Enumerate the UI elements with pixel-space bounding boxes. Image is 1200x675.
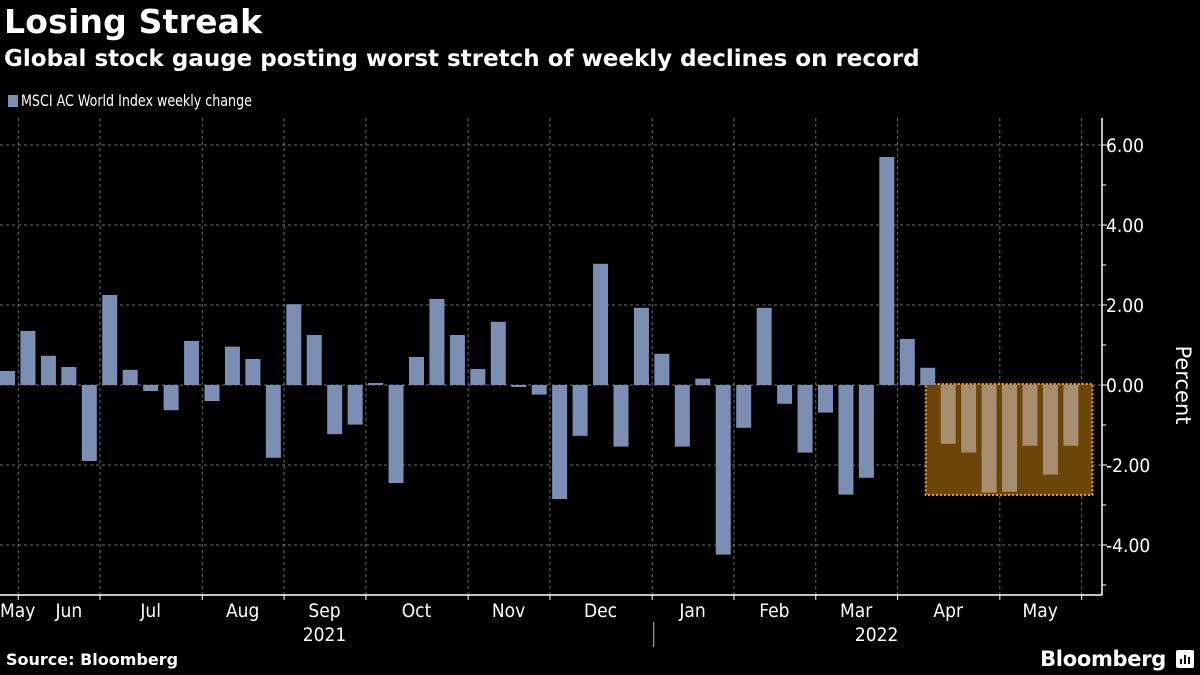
bars — [0, 157, 1079, 555]
bar — [286, 304, 302, 385]
bar — [204, 385, 220, 401]
bar — [143, 385, 159, 391]
grid — [0, 118, 1102, 595]
bar — [245, 359, 261, 385]
bar — [122, 369, 138, 385]
bar — [593, 263, 609, 385]
bar — [920, 367, 936, 385]
bar — [409, 357, 424, 385]
x-tick-label: Oct — [402, 600, 432, 622]
legend-label: MSCI AC World Index weekly change — [21, 91, 252, 110]
bar — [490, 321, 506, 385]
bar — [265, 385, 281, 458]
x-tick-label: Nov — [492, 600, 525, 622]
bar — [531, 385, 547, 395]
bar — [899, 339, 915, 385]
bar — [81, 385, 97, 461]
y-tick-label: 0.00 — [1106, 375, 1144, 397]
bar — [1022, 385, 1038, 446]
year-label: 2022 — [855, 624, 899, 646]
x-tick-label: Sep — [308, 600, 340, 622]
x-tick-label: Jul — [139, 600, 161, 622]
bloomberg-chart-icon — [1176, 650, 1194, 668]
bar — [838, 385, 854, 495]
bar — [552, 385, 568, 499]
bar — [654, 353, 670, 385]
x-tick-label: May — [0, 600, 35, 622]
x-tick-label: Mar — [840, 600, 873, 622]
bar — [163, 385, 179, 411]
bar — [695, 378, 711, 385]
bar — [1063, 385, 1079, 446]
bar — [470, 369, 486, 385]
legend-swatch — [8, 95, 18, 107]
legend: MSCI AC World Index weekly change — [8, 90, 283, 112]
year-label: 2021 — [303, 624, 347, 646]
y-tick-label: 4.00 — [1106, 215, 1144, 237]
bar — [777, 385, 793, 404]
bar — [572, 385, 588, 436]
bar — [0, 371, 15, 385]
bloomberg-logo: Bloomberg — [1040, 647, 1166, 671]
y-tick-label: -4.00 — [1106, 535, 1150, 557]
bar — [981, 385, 997, 493]
bar — [224, 346, 240, 385]
x-tick-label: Aug — [226, 600, 259, 622]
bar — [102, 295, 118, 385]
y-axis-title: Percent — [1171, 345, 1195, 424]
bar — [20, 331, 36, 385]
bar — [368, 383, 384, 385]
bar — [184, 341, 200, 385]
x-tick-label: Dec — [584, 600, 617, 622]
bar — [511, 385, 527, 387]
x-tick-label: Jun — [54, 600, 82, 622]
chart-subtitle: Global stock gauge posting worst stretch… — [4, 46, 920, 72]
axis-labels: 6.00 4.00 2.00 0.00 -2.00 -4.00 Percent May Jun J… — [0, 135, 1195, 646]
bar — [306, 335, 322, 385]
axes — [0, 118, 1107, 647]
chart-title: Losing Streak — [4, 2, 263, 41]
bar — [715, 385, 731, 555]
x-tick-label: Jan — [678, 600, 705, 622]
y-tick-label: 6.00 — [1106, 135, 1144, 157]
bar — [327, 385, 343, 435]
x-tick-label: Feb — [759, 600, 789, 622]
bar — [879, 157, 895, 385]
bar — [961, 385, 977, 453]
bar — [858, 385, 874, 478]
bar — [449, 335, 465, 385]
bar — [429, 299, 445, 385]
bar — [736, 385, 752, 428]
bar — [797, 385, 813, 453]
bar — [40, 355, 56, 385]
bar — [818, 385, 833, 413]
source-note: Source: Bloomberg — [6, 650, 179, 669]
x-tick-label: May — [1023, 600, 1058, 622]
y-tick-label: -2.00 — [1106, 455, 1150, 477]
y-tick-label: 2.00 — [1106, 295, 1144, 317]
bar — [1002, 385, 1018, 492]
bar — [347, 385, 363, 425]
bar — [1042, 385, 1058, 475]
bar — [756, 307, 772, 385]
bar — [61, 367, 77, 385]
bar — [674, 385, 690, 447]
bar — [633, 307, 649, 385]
bar — [940, 385, 956, 444]
bar — [613, 385, 629, 447]
bar — [388, 385, 404, 483]
x-tick-label: Apr — [933, 600, 964, 622]
